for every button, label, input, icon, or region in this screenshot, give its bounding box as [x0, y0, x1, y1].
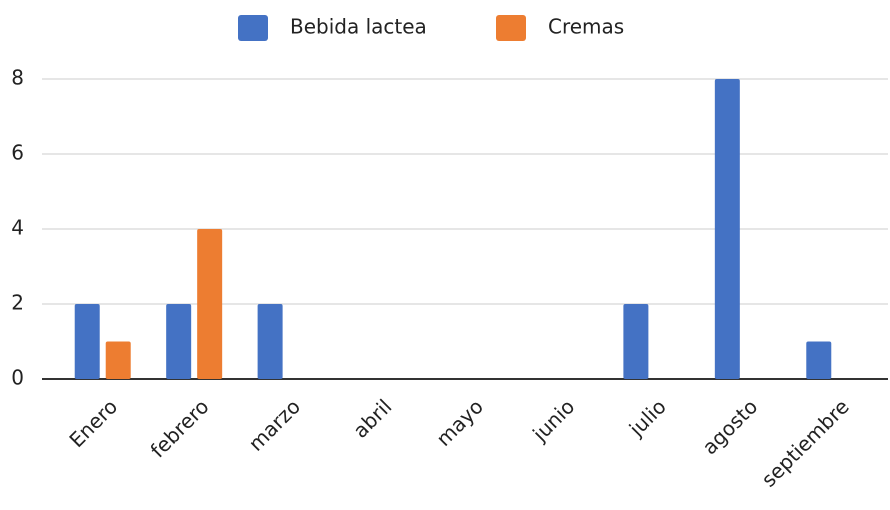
legend-label: Bebida lactea [290, 15, 427, 39]
x-tick-label: julio [624, 394, 671, 441]
bar [257, 304, 283, 379]
x-tick-label: Enero [64, 394, 122, 452]
bar [806, 341, 832, 379]
y-tick-label: 6 [11, 141, 24, 165]
bar [166, 304, 192, 379]
y-tick-label: 8 [11, 66, 24, 90]
y-tick-label: 4 [11, 216, 24, 240]
x-tick-label: junio [527, 394, 579, 446]
y-tick-label: 0 [11, 366, 24, 390]
x-tick-label: agosto [697, 394, 762, 459]
legend-swatch [238, 15, 268, 41]
x-tick-label: septiembre [757, 394, 854, 491]
bar [714, 79, 740, 379]
bar [74, 304, 100, 379]
x-tick-label: marzo [244, 394, 305, 455]
bar [105, 341, 131, 379]
x-tick-label: mayo [431, 394, 487, 450]
x-tick-label: febrero [146, 394, 214, 462]
y-tick-label: 2 [11, 291, 24, 315]
legend-label: Cremas [548, 15, 624, 39]
legend-swatch [496, 15, 526, 41]
x-tick-label: abril [348, 394, 396, 442]
bar [623, 304, 649, 379]
bar [197, 229, 223, 379]
